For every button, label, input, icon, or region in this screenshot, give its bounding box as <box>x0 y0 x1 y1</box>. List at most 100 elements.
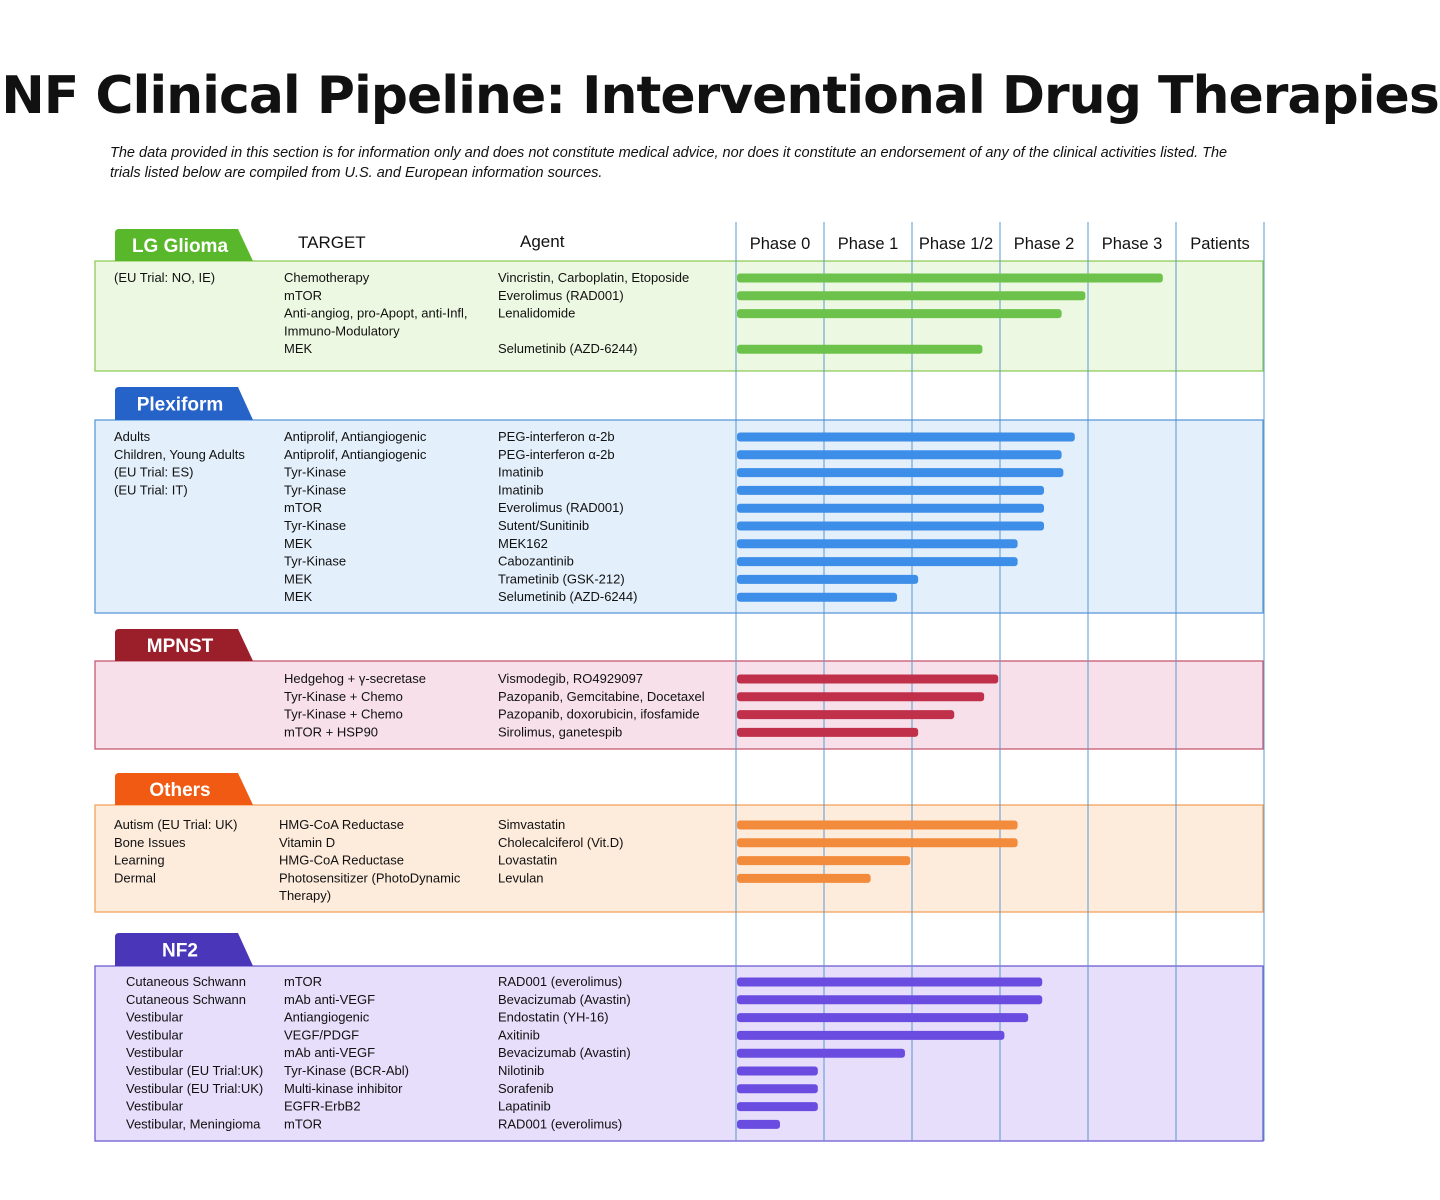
target-label: MEK <box>284 341 313 356</box>
section-note: Children, Young Adults <box>114 447 245 462</box>
phase-bar <box>737 574 919 584</box>
agent-label: Simvastatin <box>498 817 565 832</box>
target-label: Vitamin D <box>279 835 335 850</box>
agent-label: Cabozantinib <box>498 554 574 569</box>
section-tab-label: MPNST <box>147 636 214 657</box>
section-band <box>94 660 1264 750</box>
agent-label: Everolimus (RAD001) <box>498 288 624 303</box>
agent-label: Imatinib <box>498 465 544 480</box>
phase-bar <box>737 291 1086 301</box>
section-bands-layer <box>94 260 1264 1142</box>
phase-bar <box>737 674 999 684</box>
phase-bar <box>737 1030 1005 1040</box>
target-label: Tyr-Kinase + Chemo <box>284 689 403 704</box>
agent-label: Nilotinib <box>498 1063 544 1078</box>
disclaimer-text: The data provided in this section is for… <box>110 145 1228 181</box>
section-note: Vestibular <box>126 1027 184 1042</box>
phase-bar <box>737 521 1044 531</box>
agent-label: Trametinib (GSK-212) <box>498 571 625 586</box>
agent-label: Sirolimus, ganetespib <box>498 724 622 739</box>
agent-label: Levulan <box>498 870 544 885</box>
agent-label: Pazopanib, doxorubicin, ifosfamide <box>498 707 700 722</box>
section-note: Vestibular <box>126 1010 184 1025</box>
phase-bar <box>737 485 1044 495</box>
section-tab-label: Others <box>149 780 210 801</box>
target-label: Anti-angiog, pro-Apopt, anti-Infl, <box>284 306 468 321</box>
target-label: mTOR <box>284 1116 322 1131</box>
section-note: Vestibular <box>126 1045 184 1060</box>
phase-bar <box>737 503 1044 513</box>
section-band <box>94 965 1264 1142</box>
section-note: Vestibular, Meningioma <box>126 1116 261 1131</box>
agent-label: Lovastatin <box>498 853 557 868</box>
bars-layer <box>737 273 1163 1129</box>
target-label: mTOR + HSP90 <box>284 724 378 739</box>
phase-bar <box>737 592 898 602</box>
phase-bar <box>737 557 1018 567</box>
phase-header: Patients <box>1190 235 1250 253</box>
text-layer: TARGET Agent Phase 0 Phase 1 Phase 1/2 Phase … <box>114 229 1250 1131</box>
phase-bar <box>737 1066 818 1076</box>
section-tab-label: Plexiform <box>137 395 224 416</box>
target-label: Tyr-Kinase <box>284 554 346 569</box>
phase-bar <box>737 450 1062 460</box>
agent-label: Sutent/Sunitinib <box>498 518 589 533</box>
agent-label: Lapatinib <box>498 1099 551 1114</box>
section-tab <box>115 387 253 420</box>
agent-label: Vincristin, Carboplatin, Etoposide <box>498 270 689 285</box>
phase-header: Phase 1/2 <box>919 235 993 253</box>
section-note: Cutaneous Schwann <box>126 992 246 1007</box>
agent-label: PEG-interferon α-2b <box>498 447 615 462</box>
phase-bar <box>737 995 1043 1005</box>
target-label: Hedgehog + γ-secretase <box>284 671 426 686</box>
phase-bar <box>737 820 1018 830</box>
target-label: MEK <box>284 571 313 586</box>
section-tab <box>115 229 253 261</box>
target-label: VEGF/PDGF <box>284 1027 359 1042</box>
target-label: HMG-CoA Reductase <box>279 817 404 832</box>
agent-label: RAD001 (everolimus) <box>498 1116 622 1131</box>
target-label: mTOR <box>284 974 322 989</box>
section-note: Adults <box>114 429 151 444</box>
agent-label: Endostatin (YH-16) <box>498 1010 609 1025</box>
phase-bar <box>737 539 1018 549</box>
agent-label: RAD001 (everolimus) <box>498 974 622 989</box>
phase-bar <box>737 1013 1029 1023</box>
agent-label: Vismodegib, RO4929097 <box>498 671 643 686</box>
section-note: Autism (EU Trial: UK) <box>114 817 238 832</box>
target-label: EGFR-ErbB2 <box>284 1099 361 1114</box>
agent-label: Everolimus (RAD001) <box>498 500 624 515</box>
agent-header: Agent <box>520 232 565 251</box>
phase-bar <box>737 1119 780 1129</box>
target-label: mAb anti-VEGF <box>284 992 375 1007</box>
section-tab-label: NF2 <box>162 941 198 962</box>
agent-label: Cholecalciferol (Vit.D) <box>498 835 623 850</box>
section-tab-label: LG Glioma <box>132 236 229 257</box>
section-note: (EU Trial: NO, IE) <box>114 270 215 285</box>
section-band <box>94 804 1264 913</box>
target-label: Tyr-Kinase <box>284 465 346 480</box>
section-note: Bone Issues <box>114 835 186 850</box>
phase-bar <box>737 727 919 737</box>
target-label: Antiprolif, Antiangiogenic <box>284 429 427 444</box>
target-label: Multi-kinase inhibitor <box>284 1081 403 1096</box>
target-label: MEK <box>284 589 313 604</box>
target-label: Tyr-Kinase <box>284 518 346 533</box>
phase-bar <box>737 432 1075 442</box>
phase-bar <box>737 692 985 702</box>
target-label: Tyr-Kinase <box>284 482 346 497</box>
phase-bar <box>737 1102 818 1112</box>
phase-bar <box>737 309 1062 319</box>
phase-bar <box>737 838 1018 848</box>
target-label: mTOR <box>284 288 322 303</box>
section-tab <box>115 933 253 966</box>
phase-bar <box>737 977 1043 987</box>
phase-bar <box>737 1048 905 1058</box>
agent-label: Selumetinib (AZD-6244) <box>498 341 637 356</box>
agent-label: MEK162 <box>498 536 548 551</box>
phase-bar <box>737 710 955 720</box>
agent-label: Bevacizumab (Avastin) <box>498 1045 631 1060</box>
phase-bar <box>737 1084 818 1094</box>
section-note: Vestibular <box>126 1099 184 1114</box>
target-label: mTOR <box>284 500 322 515</box>
